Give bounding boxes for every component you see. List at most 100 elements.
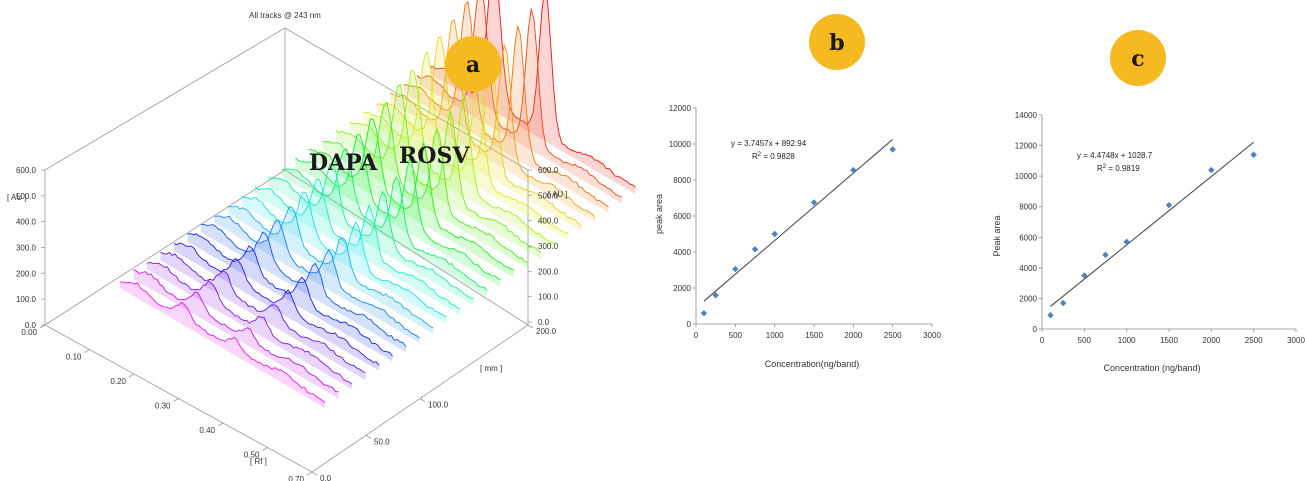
- panel-b-calibration: b 0 2000 4000 6000 8000 10000 12000 0 500 1000 150…: [654, 14, 941, 369]
- y-tick-label: 0: [687, 320, 692, 329]
- right-tick-label: 600.0: [538, 166, 559, 175]
- y-tick-label: 14000: [1015, 111, 1038, 120]
- x-tick-label: 1000: [1118, 336, 1136, 345]
- mm-tick-mark: [419, 398, 426, 402]
- panel-a-densitogram: All tracks @ 243 nm 0.0 100.0 200.0 300.0 40…: [7, 0, 636, 481]
- left-tick-label: 0.0: [25, 321, 37, 330]
- frame-edge: [44, 169, 286, 326]
- track-line: [214, 215, 420, 339]
- rf-tick-mark: [306, 471, 313, 476]
- x-tick-label: 500: [729, 331, 743, 340]
- track-line: [227, 205, 434, 329]
- x-tick-label: 2000: [844, 331, 862, 340]
- data-point: [700, 310, 708, 317]
- y-tick-label: 4000: [1019, 264, 1037, 273]
- track-line: [146, 261, 353, 385]
- panel-c-r2-label: R: [1097, 164, 1103, 173]
- mm-tick-mark: [527, 324, 534, 329]
- data-point: [1165, 201, 1173, 209]
- panel-b-ylabel: peak area: [654, 194, 664, 234]
- track-fill: [336, 84, 541, 260]
- panel-b-xlabel: Concentration(ng/band): [765, 359, 860, 369]
- x-tick-label: 2500: [884, 331, 902, 340]
- y-tick-label: 10000: [1015, 172, 1038, 181]
- mm-tick-mark: [311, 471, 318, 476]
- track-line: [362, 50, 569, 234]
- data-point: [1250, 151, 1257, 158]
- panel-a-ticks: 0.0 100.0 200.0 300.0 400.0 500.0 600.0 0.0 100.…: [16, 166, 559, 481]
- x-tick-label: 3000: [1287, 336, 1305, 345]
- frame-edge: [284, 169, 529, 326]
- track-line: [349, 70, 555, 244]
- data-point: [712, 292, 719, 299]
- badge-c: c: [1110, 30, 1166, 86]
- mm-tick-label: 100.0: [428, 401, 449, 410]
- x-tick-label: 2000: [1202, 336, 1220, 345]
- panel-b-r2-value: = 0.9828: [761, 152, 795, 161]
- track-line: [268, 162, 474, 300]
- badge-b-circle: [809, 14, 865, 70]
- track-line: [241, 191, 447, 318]
- x-tick-label: 0: [694, 331, 699, 340]
- panel-b-r2: R2 = 0.9828: [752, 152, 795, 161]
- panel-a-tracks: [119, 0, 636, 408]
- track-line: [133, 269, 339, 393]
- track-line: [403, 0, 609, 208]
- mm-tick-label: 200.0: [536, 327, 557, 336]
- mm-tick-mark: [365, 434, 372, 439]
- peak-label-rosv: ROSV: [399, 143, 470, 169]
- data-point: [850, 166, 857, 174]
- track-fill: [322, 102, 528, 269]
- data-point: [889, 146, 896, 153]
- regression-line: [703, 138, 893, 302]
- data-point: [771, 230, 778, 238]
- right-tick-label: 200.0: [538, 267, 559, 276]
- y-tick-label: 12000: [1015, 142, 1038, 151]
- rf-tick-label: 0.50: [244, 451, 260, 460]
- right-tick-label: 0.0: [538, 318, 550, 327]
- left-tick-label: 300.0: [16, 244, 37, 253]
- left-tick-label: 500.0: [16, 192, 37, 201]
- panel-c-xlabel: Concentration (ng/band): [1103, 363, 1200, 373]
- x-tick-label: 0: [1040, 336, 1045, 345]
- rf-tick-mark: [173, 398, 179, 402]
- y-tick-label: 2000: [1019, 294, 1037, 303]
- badge-c-letter: c: [1131, 46, 1144, 72]
- panel-b-equation: y = 3.7457x + 892.94: [731, 139, 807, 148]
- mm-tick-label: 50.0: [374, 437, 390, 446]
- regression-line: [1050, 141, 1254, 307]
- track-fill: [282, 148, 487, 297]
- track-line: [160, 251, 366, 373]
- y-tick-label: 4000: [673, 248, 691, 257]
- rf-tick-mark: [84, 349, 90, 353]
- track-fill: [201, 224, 406, 353]
- rf-tick-label: 0.00: [21, 328, 37, 337]
- right-axis-unit: [ AU ]: [548, 190, 568, 199]
- mm-tick-label: 0.0: [320, 474, 332, 481]
- rf-tick-label: 0.30: [155, 402, 171, 411]
- x-tick-label: 1000: [766, 331, 784, 340]
- y-tick-label: 8000: [673, 176, 691, 185]
- badge-b-letter: b: [829, 30, 844, 56]
- right-tick-label: 500.0: [538, 191, 559, 200]
- rf-tick-mark: [262, 447, 268, 451]
- right-tick-label: 300.0: [538, 242, 559, 251]
- track-fill: [120, 282, 325, 408]
- x-tick-label: 1500: [805, 331, 823, 340]
- panel-a-title: All tracks @ 243 nm: [249, 11, 321, 20]
- y-tick-label: 6000: [673, 212, 691, 221]
- data-point: [1047, 312, 1054, 319]
- track-line: [376, 36, 582, 227]
- panel-c-r2-value: = 0.9819: [1106, 164, 1140, 173]
- rf-tick-label: 0.70: [288, 475, 304, 481]
- track-fill: [228, 206, 433, 334]
- track-fill: [390, 19, 595, 223]
- x-tick-label: 2500: [1245, 336, 1263, 345]
- track-line: [416, 0, 623, 198]
- track-line: [389, 19, 596, 218]
- track-fill: [255, 179, 460, 315]
- data-point: [1102, 251, 1109, 259]
- y-tick-label: 10000: [669, 140, 692, 149]
- data-point: [1081, 272, 1088, 279]
- track-line: [173, 242, 380, 366]
